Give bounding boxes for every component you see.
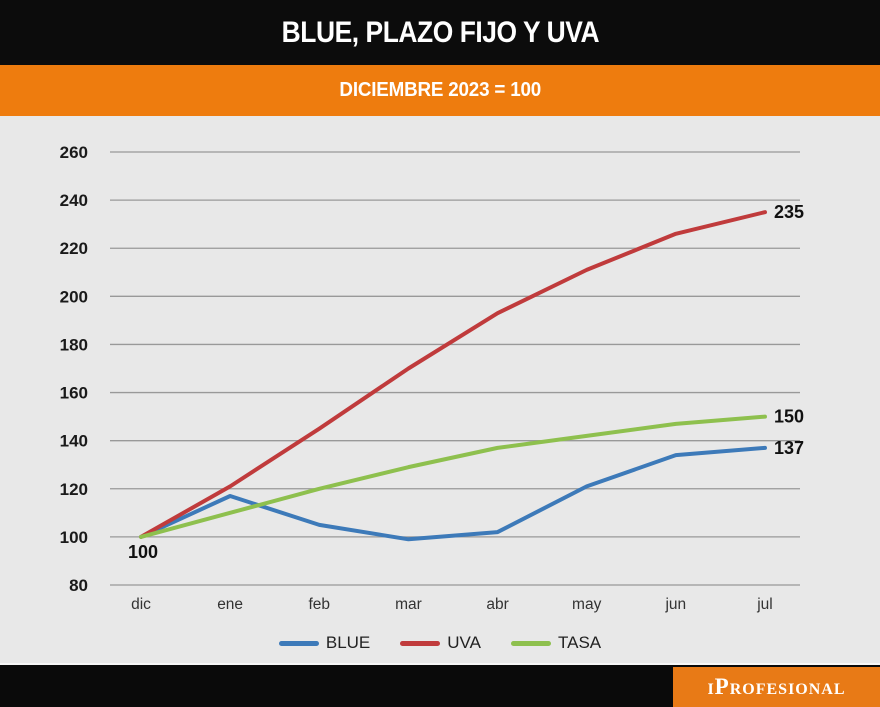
chart-title: BLUE, PLAZO FIJO Y UVA [281, 15, 599, 49]
legend-item-uva: UVA [400, 633, 481, 653]
series-line-tasa [139, 414, 767, 539]
x-tick-label-jul: jul [756, 596, 773, 613]
legend-label-tasa: TASA [557, 633, 602, 652]
y-tick-label-100: 100 [60, 528, 88, 547]
line-chart: 80 100 120 140 160 180 200 220 240 260 dic ene feb ma… [60, 143, 804, 613]
y-tick-label-140: 140 [60, 432, 88, 451]
series-line-blue [139, 445, 767, 542]
subtitle-bar: DICIEMBRE 2023 = 100 [0, 65, 880, 116]
y-tick-label-180: 180 [60, 335, 88, 354]
title-bar: BLUE, PLAZO FIJO Y UVA [0, 0, 880, 65]
y-tick-label-160: 160 [60, 384, 88, 403]
chart-subtitle: DICIEMBRE 2023 = 100 [339, 79, 541, 101]
y-tick-label-220: 220 [60, 239, 88, 258]
end-label-blue: 137 [774, 438, 804, 458]
series-line-uva [139, 210, 767, 539]
y-tick-label-120: 120 [60, 480, 88, 499]
brand-logo-text: iProfesional [707, 674, 846, 699]
x-tick-label-may: may [572, 596, 602, 613]
legend-label-uva: UVA [447, 633, 481, 652]
legend-swatch-blue [278, 640, 319, 646]
legend-item-blue: BLUE [278, 633, 371, 653]
legend-swatch-tasa [510, 640, 551, 646]
x-tick-label-jun: jun [664, 596, 686, 613]
y-tick-label-80: 80 [69, 576, 88, 595]
x-tick-label-ene: ene [217, 596, 243, 613]
y-tick-label-240: 240 [60, 191, 88, 210]
footer-bar: iProfesional [0, 663, 880, 707]
legend-item-tasa: TASA [510, 633, 602, 653]
y-tick-label-260: 260 [60, 143, 88, 162]
end-label-tasa: 150 [774, 407, 804, 427]
chart-legend: BLUE UVA TASA [0, 633, 880, 653]
y-tick-label-200: 200 [60, 287, 88, 306]
x-tick-label-feb: feb [308, 596, 330, 613]
brand-logo: iProfesional [673, 667, 880, 707]
end-label-uva: 235 [774, 202, 804, 222]
x-tick-label-dic: dic [131, 596, 151, 613]
x-tick-label-mar: mar [395, 596, 422, 613]
legend-swatch-uva [400, 640, 441, 646]
chart-area: 80 100 120 140 160 180 200 220 240 260 dic ene feb ma… [0, 116, 880, 663]
legend-label-blue: BLUE [325, 633, 371, 652]
start-label: 100 [128, 542, 158, 562]
x-tick-label-abr: abr [486, 596, 508, 613]
